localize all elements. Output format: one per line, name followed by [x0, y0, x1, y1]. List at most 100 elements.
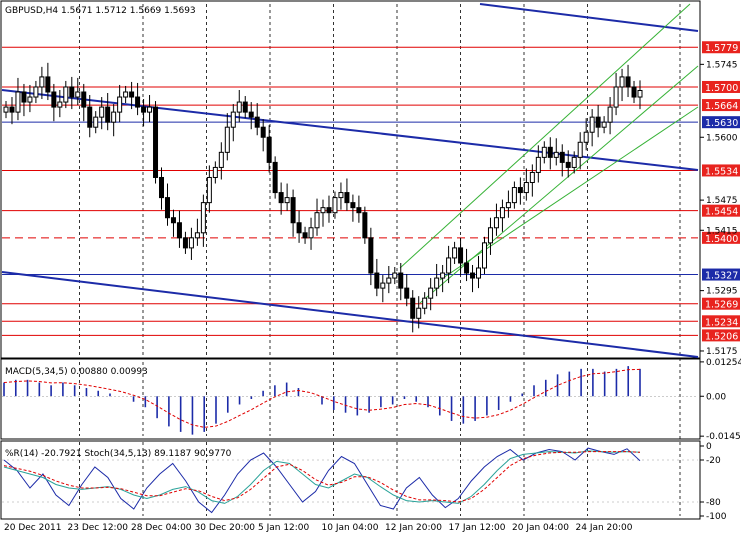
candle-body — [230, 111, 236, 128]
price-pane[interactable] — [0, 0, 701, 359]
candle-body — [248, 111, 254, 118]
candle-body — [141, 106, 147, 113]
candle-body — [254, 116, 260, 128]
candle-body — [589, 116, 595, 133]
candle-body — [350, 202, 356, 209]
candle-body — [290, 197, 296, 224]
candle-body — [613, 86, 619, 108]
candle-body — [464, 262, 470, 274]
candle-body — [129, 91, 135, 98]
candle-body — [487, 227, 493, 244]
macd-pane[interactable] — [0, 358, 701, 440]
candle-body — [559, 151, 565, 163]
candle-body — [111, 111, 117, 123]
candle-body — [3, 106, 9, 113]
candle-body — [200, 202, 206, 234]
candle-body — [493, 217, 499, 229]
x-tick-label: 5 Jan 12:00 — [258, 523, 310, 533]
candle-body — [87, 106, 93, 128]
candle-body — [541, 146, 547, 158]
candle-body — [272, 161, 278, 194]
x-tick-label: 23 Dec 12:00 — [68, 523, 129, 533]
level-tag — [702, 99, 740, 112]
level-tag-label: 1.5700 — [705, 83, 738, 94]
candle-body — [619, 76, 625, 88]
y-tick-label: -20 — [706, 456, 721, 466]
oscillator-series-line — [3, 447, 641, 514]
candle-body — [99, 106, 105, 118]
candle-body — [452, 247, 458, 259]
candle-body — [607, 106, 613, 123]
x-tick-label: 12 Jan 20:00 — [385, 523, 442, 533]
level-tag-label: 1.5327 — [705, 271, 738, 282]
x-tick-label: 20 Dec 2011 — [4, 523, 62, 533]
candle-body — [117, 96, 123, 113]
candle-body — [135, 96, 141, 108]
candle-body — [212, 166, 218, 178]
candle-body — [446, 257, 452, 274]
candle-body — [308, 227, 314, 239]
candle-body — [535, 156, 541, 173]
channel-lower-line — [1, 271, 699, 358]
y-tick-label: 1.5745 — [706, 60, 738, 70]
candle-body — [631, 86, 637, 98]
candle-body — [153, 106, 159, 178]
y-tick-label: 0.01254 — [706, 358, 741, 368]
oscillator-series-line — [3, 451, 641, 503]
candle-body — [422, 297, 428, 309]
level-tag-label: 1.5664 — [705, 101, 738, 112]
candle-body — [278, 192, 284, 204]
candle-body — [625, 76, 631, 88]
candle-body — [176, 222, 182, 239]
candle-body — [511, 187, 517, 204]
candles — [3, 62, 643, 333]
candle-body — [159, 176, 165, 199]
candle-body — [93, 116, 99, 128]
trend-upper-line — [399, 3, 691, 269]
candle-body — [601, 121, 607, 128]
candle-body — [499, 207, 505, 219]
candle-body — [440, 272, 446, 279]
channel-upper-line — [479, 3, 699, 32]
candle-body — [51, 91, 57, 108]
candle-body — [57, 101, 63, 108]
candle-body — [296, 222, 302, 234]
candle-body — [434, 277, 440, 289]
candle-body — [266, 136, 272, 163]
level-tag — [702, 116, 740, 129]
y-tick-label: -0.01456 — [706, 432, 741, 442]
y-tick-label: 0.00 — [706, 392, 726, 402]
y-tick-label: 1.5175 — [706, 347, 738, 357]
candle-body — [356, 207, 362, 214]
oscillator-pane[interactable] — [0, 440, 701, 520]
candle-body — [565, 161, 571, 168]
candle-body — [529, 171, 535, 184]
candle-body — [81, 91, 87, 108]
candle-body — [314, 212, 320, 229]
y-tick-label: -100 — [706, 512, 727, 522]
candle-body — [236, 101, 242, 113]
macd-signal-line — [3, 368, 641, 428]
level-tag — [702, 231, 740, 244]
candle-body — [63, 86, 69, 103]
y-tick-label: -80 — [706, 498, 721, 508]
candle-body — [33, 86, 39, 98]
candle-body — [571, 156, 577, 168]
oscillator-series-line — [3, 450, 641, 504]
candle-body — [577, 141, 583, 158]
level-tag — [702, 268, 740, 281]
y-tick-label: 1.5600 — [706, 133, 738, 143]
y-tick-label: 1.5415 — [706, 226, 738, 236]
candle-body — [326, 207, 332, 214]
candle-body — [218, 151, 224, 168]
level-tag-label: 1.5400 — [705, 234, 738, 245]
level-tag — [702, 164, 740, 177]
candle-body — [404, 287, 410, 299]
candle-body — [470, 272, 476, 279]
candle-body — [380, 282, 386, 289]
candle-body — [517, 187, 523, 194]
candle-body — [523, 182, 529, 194]
candle-body — [547, 146, 553, 158]
candle-body — [368, 237, 374, 274]
